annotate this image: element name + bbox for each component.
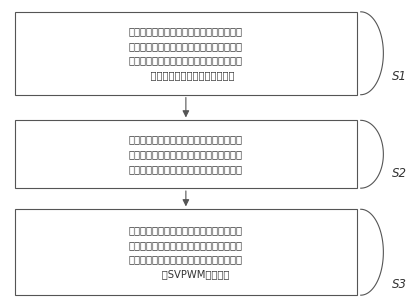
Text: S2: S2 [392, 167, 407, 180]
Text: 对采集的双馈发电机的转子旋转角速度和所
述定子虚拟同步角频率指令进行计算，得到
双馈发电机的正序转差角度和负序转差角度: 对采集的双馈发电机的转子旋转角速度和所 述定子虚拟同步角频率指令进行计算，得到 … [129, 134, 243, 174]
Bar [15, 12, 357, 95]
Text: 对采集的双馈发电机的定子电压三相交流信
号和定子输出电流三相交流信号，经过改进
型虚拟同步控制得到双馈发电机的定子电压
    指令和定子虚拟同步角频率指令: 对采集的双馈发电机的定子电压三相交流信 号和定子输出电流三相交流信号，经过改进 … [129, 26, 243, 80]
Bar [15, 120, 357, 188]
Text: 基于所述正序转差角度、所述负序转差角度
和所述定子电压指令，进行正序控制和负序
控制，生成双馈发电机转子侧变流器开关管
      的SVPWM控制信号: 基于所述正序转差角度、所述负序转差角度 和所述定子电压指令，进行正序控制和负序 … [129, 225, 243, 279]
Text: S3: S3 [392, 278, 407, 291]
Bar [15, 209, 357, 295]
Text: S1: S1 [392, 70, 407, 83]
